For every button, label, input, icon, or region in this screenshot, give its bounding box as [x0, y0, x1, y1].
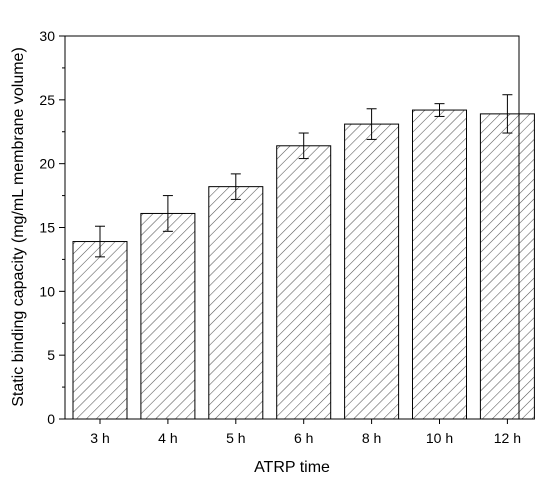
bar-6h [276, 145, 332, 420]
error-bar-8h [366, 108, 377, 140]
y-tick-label: 20 [39, 156, 55, 172]
x-tick-label: 10 h [426, 430, 453, 446]
x-tick-label: 5 h [226, 430, 245, 446]
bar-4h [140, 212, 196, 420]
y-axis-title: Static binding capacity (mg/mL membrane … [10, 47, 27, 407]
bar-8h [344, 123, 400, 420]
x-axis: 3 h 4 h 5 h 6 h 8 h 10 h 12 h [90, 419, 521, 446]
bars-layer [72, 109, 535, 420]
y-axis: 0 5 10 15 20 25 30 [39, 28, 65, 427]
error-bar-12h [502, 94, 513, 134]
x-tick-label: 6 h [294, 430, 313, 446]
x-tick-label: 3 h [90, 430, 109, 446]
error-bar-6h [298, 132, 309, 160]
bar-12h [479, 113, 535, 420]
y-tick-label: 30 [39, 28, 55, 44]
x-tick-label: 4 h [158, 430, 177, 446]
error-bar-3h [95, 225, 105, 258]
y-tick-label: 5 [47, 347, 55, 363]
x-axis-title: ATRP time [254, 459, 330, 476]
x-tick-label: 8 h [362, 430, 381, 446]
y-tick-label: 0 [47, 411, 55, 427]
bar-10h [412, 109, 467, 420]
bar-5h [208, 186, 264, 420]
error-bar-5h [230, 173, 241, 200]
y-tick-label: 25 [39, 92, 55, 108]
error-bars-layer [95, 94, 513, 258]
error-bar-4h [162, 195, 173, 232]
y-tick-label: 15 [39, 220, 55, 236]
x-tick-label: 12 h [494, 430, 521, 446]
y-tick-label: 10 [39, 283, 55, 299]
error-bar-10h [434, 103, 445, 117]
bar-3h [72, 241, 128, 420]
